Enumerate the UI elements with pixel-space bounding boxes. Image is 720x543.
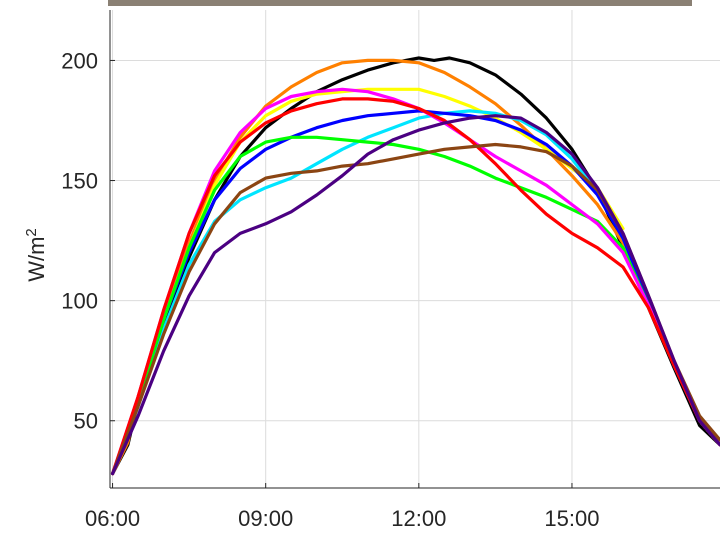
x-tick-label: 12:00 [391, 506, 446, 531]
x-tick-label: 09:00 [238, 506, 293, 531]
x-axis-ticks: 06:00 09:00 12:00 15:00 [85, 483, 599, 531]
y-axis-title-exponent: 2 [23, 228, 40, 236]
series-line-8 [110, 97, 720, 476]
y-axis-title: W/m2 [23, 228, 50, 282]
series-lines [110, 56, 720, 476]
x-tick-label: 06:00 [85, 506, 140, 531]
series-line-5 [110, 109, 720, 476]
series-line-6 [110, 135, 720, 476]
photo-strip [108, 0, 692, 6]
series-line-10 [110, 114, 720, 476]
y-tick-label: 150 [61, 169, 98, 194]
y-axis-title-unit: W/m [24, 237, 49, 282]
x-tick-label: 15:00 [544, 506, 599, 531]
y-axis-ticks: 50 100 150 200 [61, 48, 115, 434]
y-tick-label: 100 [61, 289, 98, 314]
y-tick-label: 200 [61, 48, 98, 73]
series-line-2 [110, 58, 720, 476]
y-tick-label: 50 [74, 409, 98, 434]
